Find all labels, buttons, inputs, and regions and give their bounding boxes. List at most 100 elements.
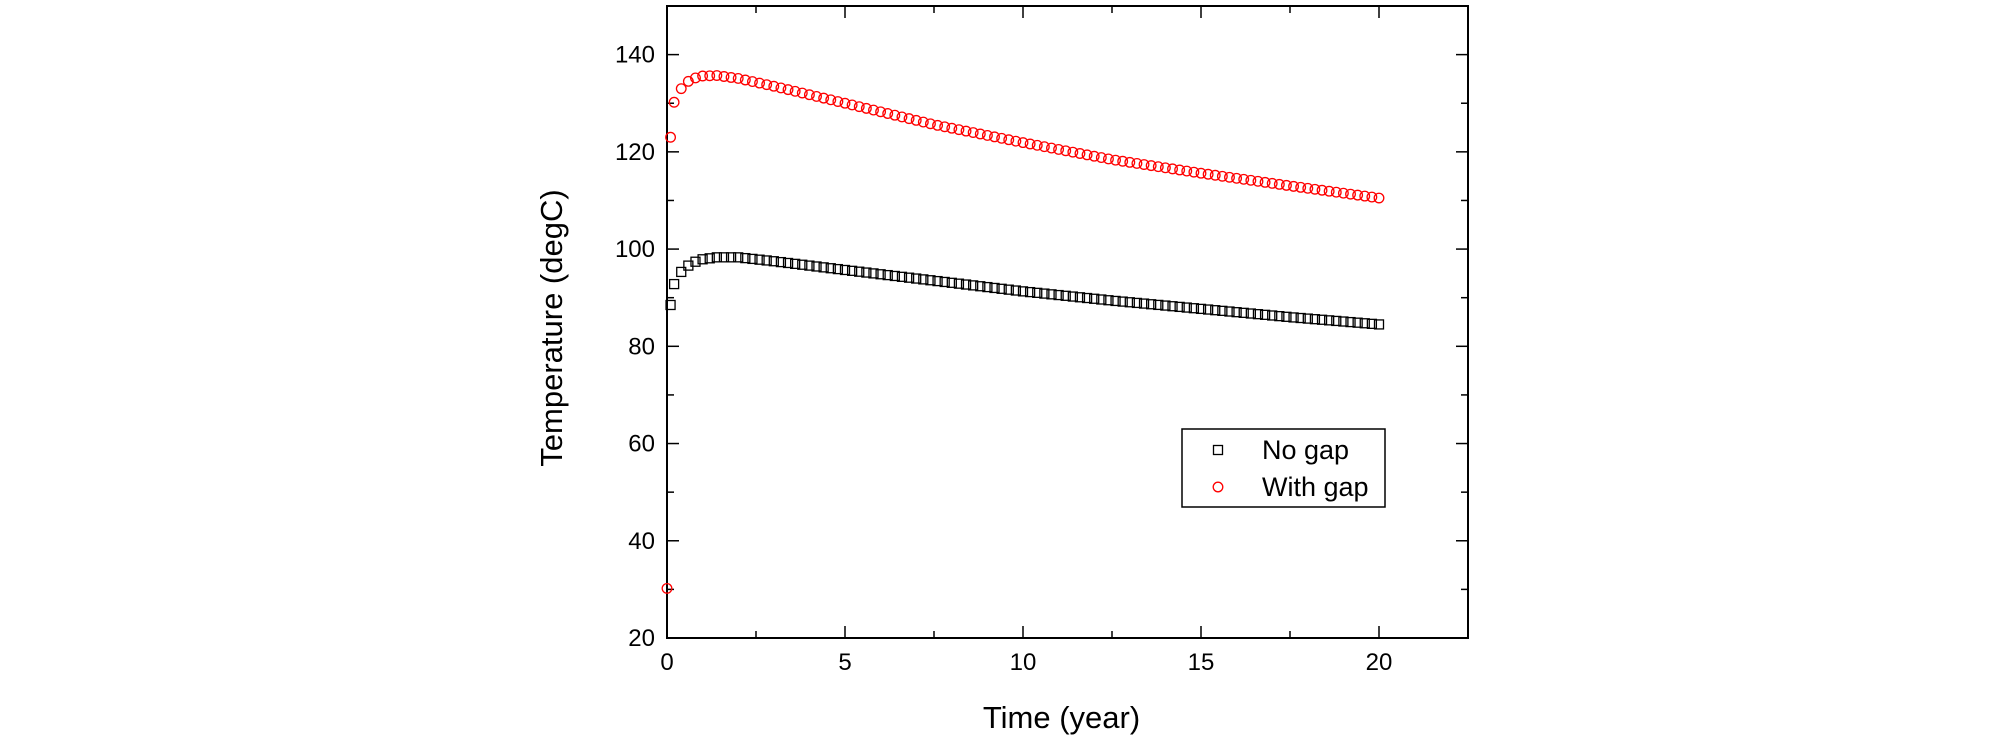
- with-gap-point: [690, 72, 701, 84]
- with-gap-point: [1266, 177, 1278, 189]
- no-gap-point: [953, 278, 965, 289]
- with-gap-point: [1152, 161, 1164, 173]
- with-gap-point: [803, 89, 815, 101]
- with-gap-point: [1067, 146, 1079, 158]
- with-gap-point: [903, 113, 915, 125]
- no-gap-point: [1039, 288, 1050, 299]
- no-gap-point: [790, 258, 801, 270]
- with-gap-point: [860, 102, 872, 114]
- no-gap-point: [768, 256, 779, 267]
- no-gap-point: [1074, 292, 1086, 303]
- no-gap-point: [875, 269, 886, 280]
- with-gap-point: [661, 582, 673, 594]
- with-gap-point: [1124, 156, 1136, 168]
- no-gap-point: [704, 253, 715, 264]
- no-gap-point: [797, 259, 808, 270]
- with-gap-point: [1053, 143, 1065, 155]
- no-gap-point: [996, 283, 1007, 294]
- no-gap-point: [1146, 299, 1157, 310]
- no-gap-point: [782, 257, 794, 269]
- with-gap-point: [974, 128, 986, 140]
- no-gap-point: [1274, 310, 1285, 322]
- no-gap-point: [989, 282, 1000, 294]
- with-gap-point: [1359, 190, 1371, 202]
- y-tick-label: 140: [615, 42, 655, 69]
- with-gap-point: [732, 72, 744, 84]
- with-gap-point: [1366, 191, 1378, 203]
- y-axis-title: Temperature (degC): [534, 189, 569, 466]
- no-gap-point: [1231, 307, 1242, 318]
- with-gap-point: [725, 72, 737, 83]
- with-gap-point: [1216, 170, 1228, 182]
- no-gap-point: [939, 276, 950, 288]
- no-gap-point: [882, 269, 893, 281]
- with-gap-point: [1302, 182, 1314, 194]
- with-gap-point: [1081, 149, 1093, 161]
- with-gap-point: [1159, 162, 1171, 174]
- y-tick-label: 20: [628, 625, 655, 652]
- with-gap-point: [1074, 148, 1086, 159]
- no-gap-point: [804, 260, 815, 271]
- with-gap-point: [1259, 176, 1271, 188]
- with-gap-point: [668, 96, 680, 108]
- no-gap-point: [1224, 306, 1235, 317]
- no-gap-point: [911, 273, 922, 284]
- legend: No gap With gap: [1181, 428, 1386, 508]
- with-gap-point: [932, 119, 944, 131]
- with-gap-point: [704, 70, 716, 82]
- no-gap-point: [1217, 305, 1228, 317]
- no-gap-point: [896, 271, 908, 282]
- with-gap-point: [1373, 192, 1385, 204]
- with-gap-point: [1252, 175, 1264, 187]
- no-gap-point: [982, 281, 993, 293]
- no-gap-point: [1053, 289, 1064, 301]
- with-gap-point: [839, 97, 851, 109]
- no-gap-point: [1252, 309, 1264, 320]
- no-gap-point: [1281, 311, 1292, 322]
- no-gap-point: [1316, 314, 1328, 325]
- with-gap-point: [1088, 150, 1100, 162]
- with-gap-point: [1295, 181, 1307, 193]
- with-gap-point: [853, 101, 865, 113]
- no-gap-point: [1267, 310, 1278, 321]
- axis-ticks: 0 5 10 15 20 20 40 60 80 100 120 140: [615, 5, 1469, 676]
- no-gap-point: [1160, 300, 1171, 311]
- with-gap-point: [1095, 152, 1107, 164]
- with-gap-point: [1131, 157, 1143, 169]
- with-gap-point: [811, 90, 822, 102]
- with-gap-point: [675, 83, 687, 95]
- no-gap-point: [932, 275, 943, 287]
- no-gap-point: [825, 263, 836, 274]
- no-gap-point: [854, 266, 865, 277]
- with-gap-point: [981, 129, 993, 141]
- no-gap-point: [889, 270, 900, 282]
- no-gap-point: [846, 265, 858, 276]
- with-gap-point: [718, 71, 730, 82]
- with-gap-point: [1145, 160, 1157, 172]
- with-gap-point: [739, 74, 751, 86]
- no-gap-point: [1309, 314, 1321, 325]
- x-tick-label: 0: [660, 649, 673, 676]
- with-gap-point: [1181, 165, 1193, 177]
- no-gap-point: [1067, 291, 1078, 302]
- no-gap-point: [818, 262, 829, 273]
- no-gap-point: [761, 255, 772, 266]
- no-gap-point: [1131, 297, 1143, 309]
- no-gap-point: [868, 268, 879, 279]
- no-gap-point: [925, 275, 936, 286]
- no-gap-point: [1010, 285, 1022, 296]
- no-gap-point: [1138, 298, 1150, 309]
- with-gap-point: [1224, 171, 1235, 183]
- no-gap-point: [711, 252, 722, 263]
- no-gap-point: [690, 256, 701, 267]
- y-tick-label: 120: [615, 139, 655, 166]
- no-gap-point: [861, 267, 872, 278]
- with-gap-point: [665, 131, 677, 143]
- no-gap-point: [1295, 312, 1306, 324]
- with-gap-point: [889, 109, 901, 121]
- with-gap-point: [1330, 186, 1342, 198]
- with-gap-point: [1309, 183, 1321, 195]
- with-gap-point: [896, 111, 908, 123]
- with-gap-point: [1010, 135, 1022, 147]
